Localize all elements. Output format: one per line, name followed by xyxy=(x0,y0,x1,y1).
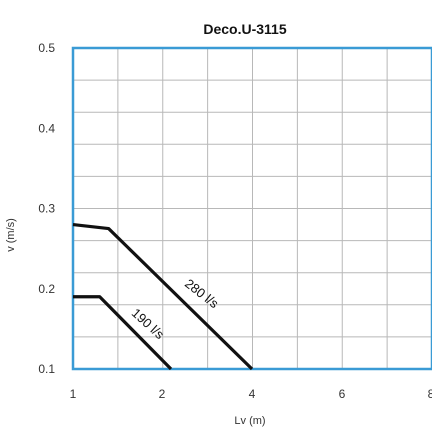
y-tick-label: 0.2 xyxy=(38,282,55,296)
y-tick-label: 0.1 xyxy=(38,362,55,376)
x-axis-label: Lv (m) xyxy=(234,415,265,427)
series-line-1 xyxy=(73,295,173,371)
y-tick-labels: 0.1 0.2 0.3 0.4 0.5 xyxy=(38,41,55,376)
grid xyxy=(73,48,432,369)
y-tick-label: 0.5 xyxy=(38,41,55,55)
x-tick-label: 8 xyxy=(428,387,432,401)
x-tick-label: 1 xyxy=(70,387,77,401)
series-line-0 xyxy=(72,222,254,371)
x-tick-label: 6 xyxy=(339,387,346,401)
plot-frame xyxy=(71,46,432,371)
chart-title: Deco.U-3115 xyxy=(203,21,286,37)
x-tick-label: 4 xyxy=(249,387,256,401)
x-tick-labels: 1 2 4 6 8 xyxy=(70,387,432,401)
y-axis-label: v (m/s) xyxy=(5,218,17,252)
x-tick-label: 2 xyxy=(159,387,166,401)
y-tick-label: 0.3 xyxy=(38,202,55,216)
y-tick-label: 0.4 xyxy=(38,121,55,135)
